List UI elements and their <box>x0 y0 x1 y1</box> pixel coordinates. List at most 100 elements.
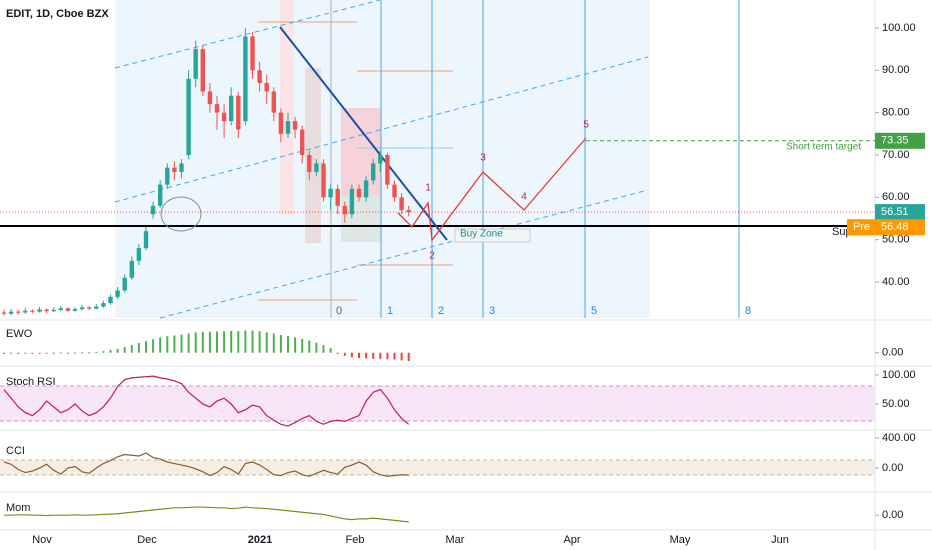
y-tick-label: 100.00 <box>882 369 916 381</box>
histogram-bar <box>173 335 176 353</box>
fib-label: 8 <box>745 305 751 317</box>
buy-zone-box <box>454 228 531 243</box>
candle-body <box>392 184 397 198</box>
candle-body <box>65 308 71 311</box>
candle-body <box>214 104 220 113</box>
channel-line <box>114 56 649 203</box>
histogram-bar <box>287 336 289 353</box>
candle-body <box>158 184 163 206</box>
cci-band <box>0 460 875 475</box>
pre-tag <box>847 219 925 236</box>
histogram-bar <box>400 352 403 361</box>
histogram-bar <box>365 352 368 359</box>
histogram-bar <box>308 340 311 353</box>
histogram-bar <box>244 330 247 353</box>
highlight-circle <box>160 196 202 232</box>
fib-label: 1 <box>387 305 393 317</box>
y-tick-label: 0.00 <box>882 509 903 521</box>
candle-body <box>122 277 127 291</box>
candle-body <box>200 49 205 92</box>
histogram-bar <box>372 352 375 359</box>
x-tick-label: Apr <box>563 534 580 546</box>
candle-body <box>236 95 241 130</box>
candle-body <box>72 309 78 311</box>
candle-body <box>101 303 106 307</box>
fib-label: 5 <box>591 305 597 317</box>
histogram-bar <box>322 345 325 353</box>
histogram-bar <box>336 352 339 354</box>
candle-body <box>292 121 298 130</box>
candle-body <box>179 163 184 172</box>
candle-body <box>136 248 142 261</box>
candle-body <box>221 112 227 122</box>
fib-label: 2 <box>438 305 444 317</box>
candle-body <box>278 112 284 134</box>
histogram-bar <box>329 348 332 353</box>
histogram-bar <box>145 341 147 353</box>
histogram-bar <box>294 337 297 353</box>
wave-label: 5 <box>583 120 589 131</box>
histogram-bar <box>358 352 360 359</box>
target-label: Short term target <box>786 141 861 152</box>
candle-body <box>371 163 376 181</box>
pane-title: Mom <box>6 502 30 514</box>
wave-path <box>397 137 587 242</box>
candle-body <box>16 311 21 313</box>
y-tick-label: 40.00 <box>882 276 910 288</box>
histogram-bar <box>272 333 275 353</box>
histogram-bar <box>258 331 261 353</box>
candle-body <box>193 49 198 79</box>
candle-body <box>385 154 390 185</box>
wave-label: 3 <box>480 153 486 164</box>
candle-body <box>328 188 333 198</box>
histogram-bar <box>379 352 382 359</box>
histogram-bar <box>343 352 346 356</box>
y-tick-label: 0.00 <box>882 347 903 359</box>
candle-body <box>285 121 291 134</box>
wave-label: 1 <box>425 183 431 194</box>
histogram-bar <box>95 351 98 353</box>
y-tick-label: 50.00 <box>882 398 910 410</box>
histogram-bar <box>24 352 27 354</box>
x-tick-label: Jun <box>771 534 789 546</box>
histogram-bar <box>31 352 34 354</box>
histogram-bar <box>66 352 69 354</box>
candle-body <box>356 188 362 198</box>
histogram-bar <box>194 332 197 353</box>
candle-body <box>406 210 411 213</box>
indicator-line <box>3 452 409 477</box>
histogram-bar <box>301 338 304 353</box>
histogram-bar <box>130 345 133 353</box>
x-tick-label: May <box>670 534 691 546</box>
histogram-bar <box>166 336 169 353</box>
y-tick-label: 80.00 <box>882 107 910 119</box>
histogram-bar <box>187 333 190 353</box>
candle-body <box>37 309 42 312</box>
fib-time-zones <box>330 0 740 318</box>
fib-label: 3 <box>489 305 495 317</box>
x-tick-label: Feb <box>346 534 365 546</box>
histogram-bar <box>393 352 396 360</box>
histogram-bar <box>230 330 233 353</box>
candle-body <box>243 36 248 122</box>
x-tick-label: Nov <box>32 534 52 546</box>
last-price-tag <box>875 204 925 221</box>
wave-label: 2 <box>429 251 435 262</box>
range-box <box>280 0 294 215</box>
y-tick-label: 400.00 <box>882 432 916 444</box>
x-tick-label: Dec <box>137 534 157 546</box>
candle-body <box>108 296 113 304</box>
y-tick-label: 50.00 <box>882 234 910 246</box>
histogram-bar <box>3 352 5 354</box>
candle-body <box>342 205 347 215</box>
candle-body <box>172 167 177 172</box>
candle-body <box>300 129 305 155</box>
histogram-bar <box>350 352 353 358</box>
histogram-bar <box>116 348 119 353</box>
candle-body <box>44 309 49 312</box>
range-box <box>341 108 381 196</box>
pane-title: EWO <box>6 328 33 340</box>
histogram-bar <box>45 352 48 354</box>
x-tick-label: 2021 <box>248 534 272 546</box>
